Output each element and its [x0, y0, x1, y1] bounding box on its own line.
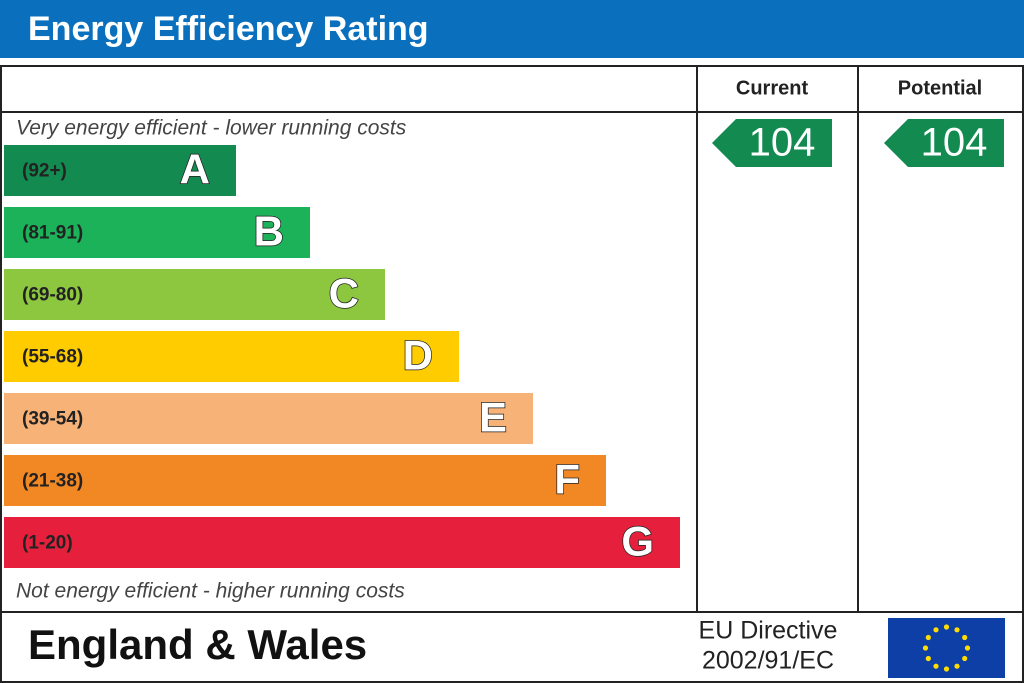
band-bar	[4, 393, 533, 444]
band-range: (39-54)	[22, 409, 83, 430]
bands: (92+) A (81-91) B (69-80) C (55-68) D (39-54) E (2…	[4, 145, 680, 568]
top-note: Very energy efficient - lower running co…	[16, 117, 407, 140]
band-range: (69-80)	[22, 285, 83, 306]
band-letter: D	[403, 332, 433, 379]
eu-star	[962, 655, 968, 662]
eu-star	[962, 634, 968, 641]
band-range: (1-20)	[22, 533, 73, 554]
eu-star	[933, 663, 939, 669]
eu-star	[954, 663, 960, 669]
band-letter: C	[329, 270, 359, 317]
band-range: (92+)	[22, 161, 67, 182]
band-bar	[4, 455, 606, 506]
eu-star	[925, 634, 931, 641]
band-bar	[4, 145, 236, 196]
band-bar	[4, 269, 385, 320]
directive: EU Directive	[699, 617, 838, 645]
band-letter: A	[180, 146, 210, 193]
current-arrow	[712, 119, 832, 167]
eu-stars	[922, 624, 971, 672]
title-bar	[0, 0, 1024, 58]
eu-star	[943, 666, 950, 672]
band-range: (21-38)	[22, 471, 83, 492]
potential-arrow	[884, 119, 1004, 167]
eu-star	[943, 624, 950, 630]
directive: 2002/91/EC	[702, 647, 834, 675]
band-letter: F	[554, 456, 580, 503]
current-rating: 104	[749, 121, 816, 165]
eu-star	[922, 645, 929, 651]
band-bar	[4, 517, 680, 568]
eu-star	[933, 627, 939, 633]
eu-star	[925, 655, 931, 662]
column-header: Potential	[898, 77, 982, 99]
eu-star	[964, 645, 971, 651]
band-letter: B	[254, 208, 284, 255]
title: Energy Efficiency Rating	[28, 10, 429, 48]
region: England & Wales	[28, 621, 367, 668]
band-range: (81-91)	[22, 223, 83, 244]
potential-rating: 104	[921, 121, 988, 165]
column-header: Current	[736, 77, 809, 99]
band-bar	[4, 207, 310, 258]
band-range: (55-68)	[22, 347, 83, 368]
band-letter: G	[621, 518, 654, 565]
bottom-note: Not energy efficient - higher running co…	[16, 580, 405, 603]
band-bar	[4, 331, 459, 382]
band-letter: E	[479, 394, 507, 441]
eu-star	[954, 627, 960, 633]
table-lines	[0, 65, 1024, 683]
